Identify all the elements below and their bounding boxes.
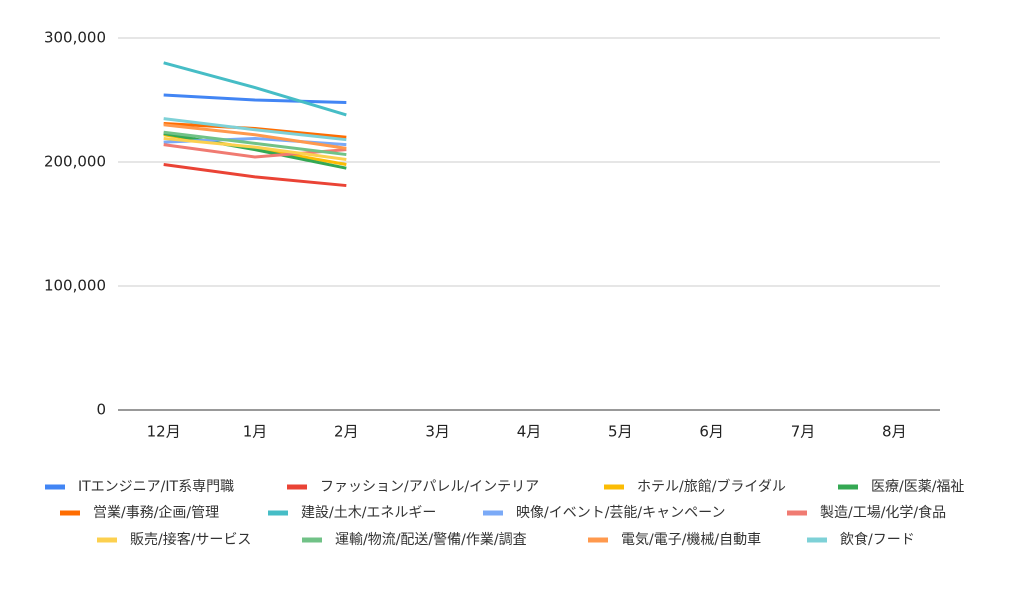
legend-swatch: [838, 484, 858, 490]
x-tick-label: 6月: [699, 423, 724, 441]
legend-swatch: [807, 537, 827, 543]
y-tick-label: 100,000: [44, 277, 106, 295]
x-tick-label: 2月: [334, 423, 359, 441]
legend-swatch: [45, 484, 65, 490]
y-tick-label: 200,000: [44, 153, 106, 171]
series-line: [163, 132, 347, 170]
x-tick-label: 1月: [243, 423, 268, 441]
x-tick-label: 8月: [882, 423, 907, 441]
series-line: [163, 93, 347, 104]
legend-swatch: [604, 484, 624, 490]
x-tick-label: 4月: [517, 423, 542, 441]
x-tick-label: 12月: [147, 423, 181, 441]
y-tick-label: 300,000: [44, 29, 106, 47]
series-line: [163, 130, 347, 157]
legend-swatch: [97, 537, 117, 543]
legend-label: 電気/電子/機械/自動車: [621, 531, 761, 548]
legend-label: 販売/接客/サービス: [130, 531, 251, 548]
legend-label: 建設/土木/エネルギー: [301, 505, 436, 521]
x-tick-label: 5月: [608, 423, 633, 441]
legend-swatch: [483, 510, 503, 516]
legend-swatch: [287, 484, 307, 490]
legend-swatch: [588, 537, 608, 543]
legend-label: 医療/医薬/福祉: [871, 478, 964, 495]
legend-label: 映像/イベント/芸能/キャンペーン: [516, 505, 725, 521]
series-line: [163, 61, 347, 117]
legend-swatch: [60, 510, 80, 516]
y-tick-label: 0: [96, 401, 106, 419]
x-tick-label: 7月: [791, 423, 816, 441]
series-line: [163, 136, 347, 162]
legend-swatch: [302, 537, 322, 543]
legend-label: ホテル/旅館/ブライダル: [637, 478, 786, 495]
legend-label: ITエンジニア/IT系専門職: [78, 479, 234, 495]
legend-label: 飲食/フード: [840, 531, 915, 548]
legend-swatch: [787, 510, 807, 516]
legend-label: 製造/工場/化学/食品: [820, 504, 946, 521]
legend-label: 営業/事務/企画/管理: [93, 504, 219, 521]
series-line: [163, 117, 347, 142]
legend-swatch: [268, 510, 288, 516]
x-tick-label: 3月: [425, 423, 450, 441]
series-line: [163, 123, 347, 150]
legend-label: ファッション/アパレル/インテリア: [320, 479, 539, 495]
legend-label: 運輸/物流/配送/警備/作業/調査: [335, 532, 527, 548]
series-line: [163, 162, 347, 188]
